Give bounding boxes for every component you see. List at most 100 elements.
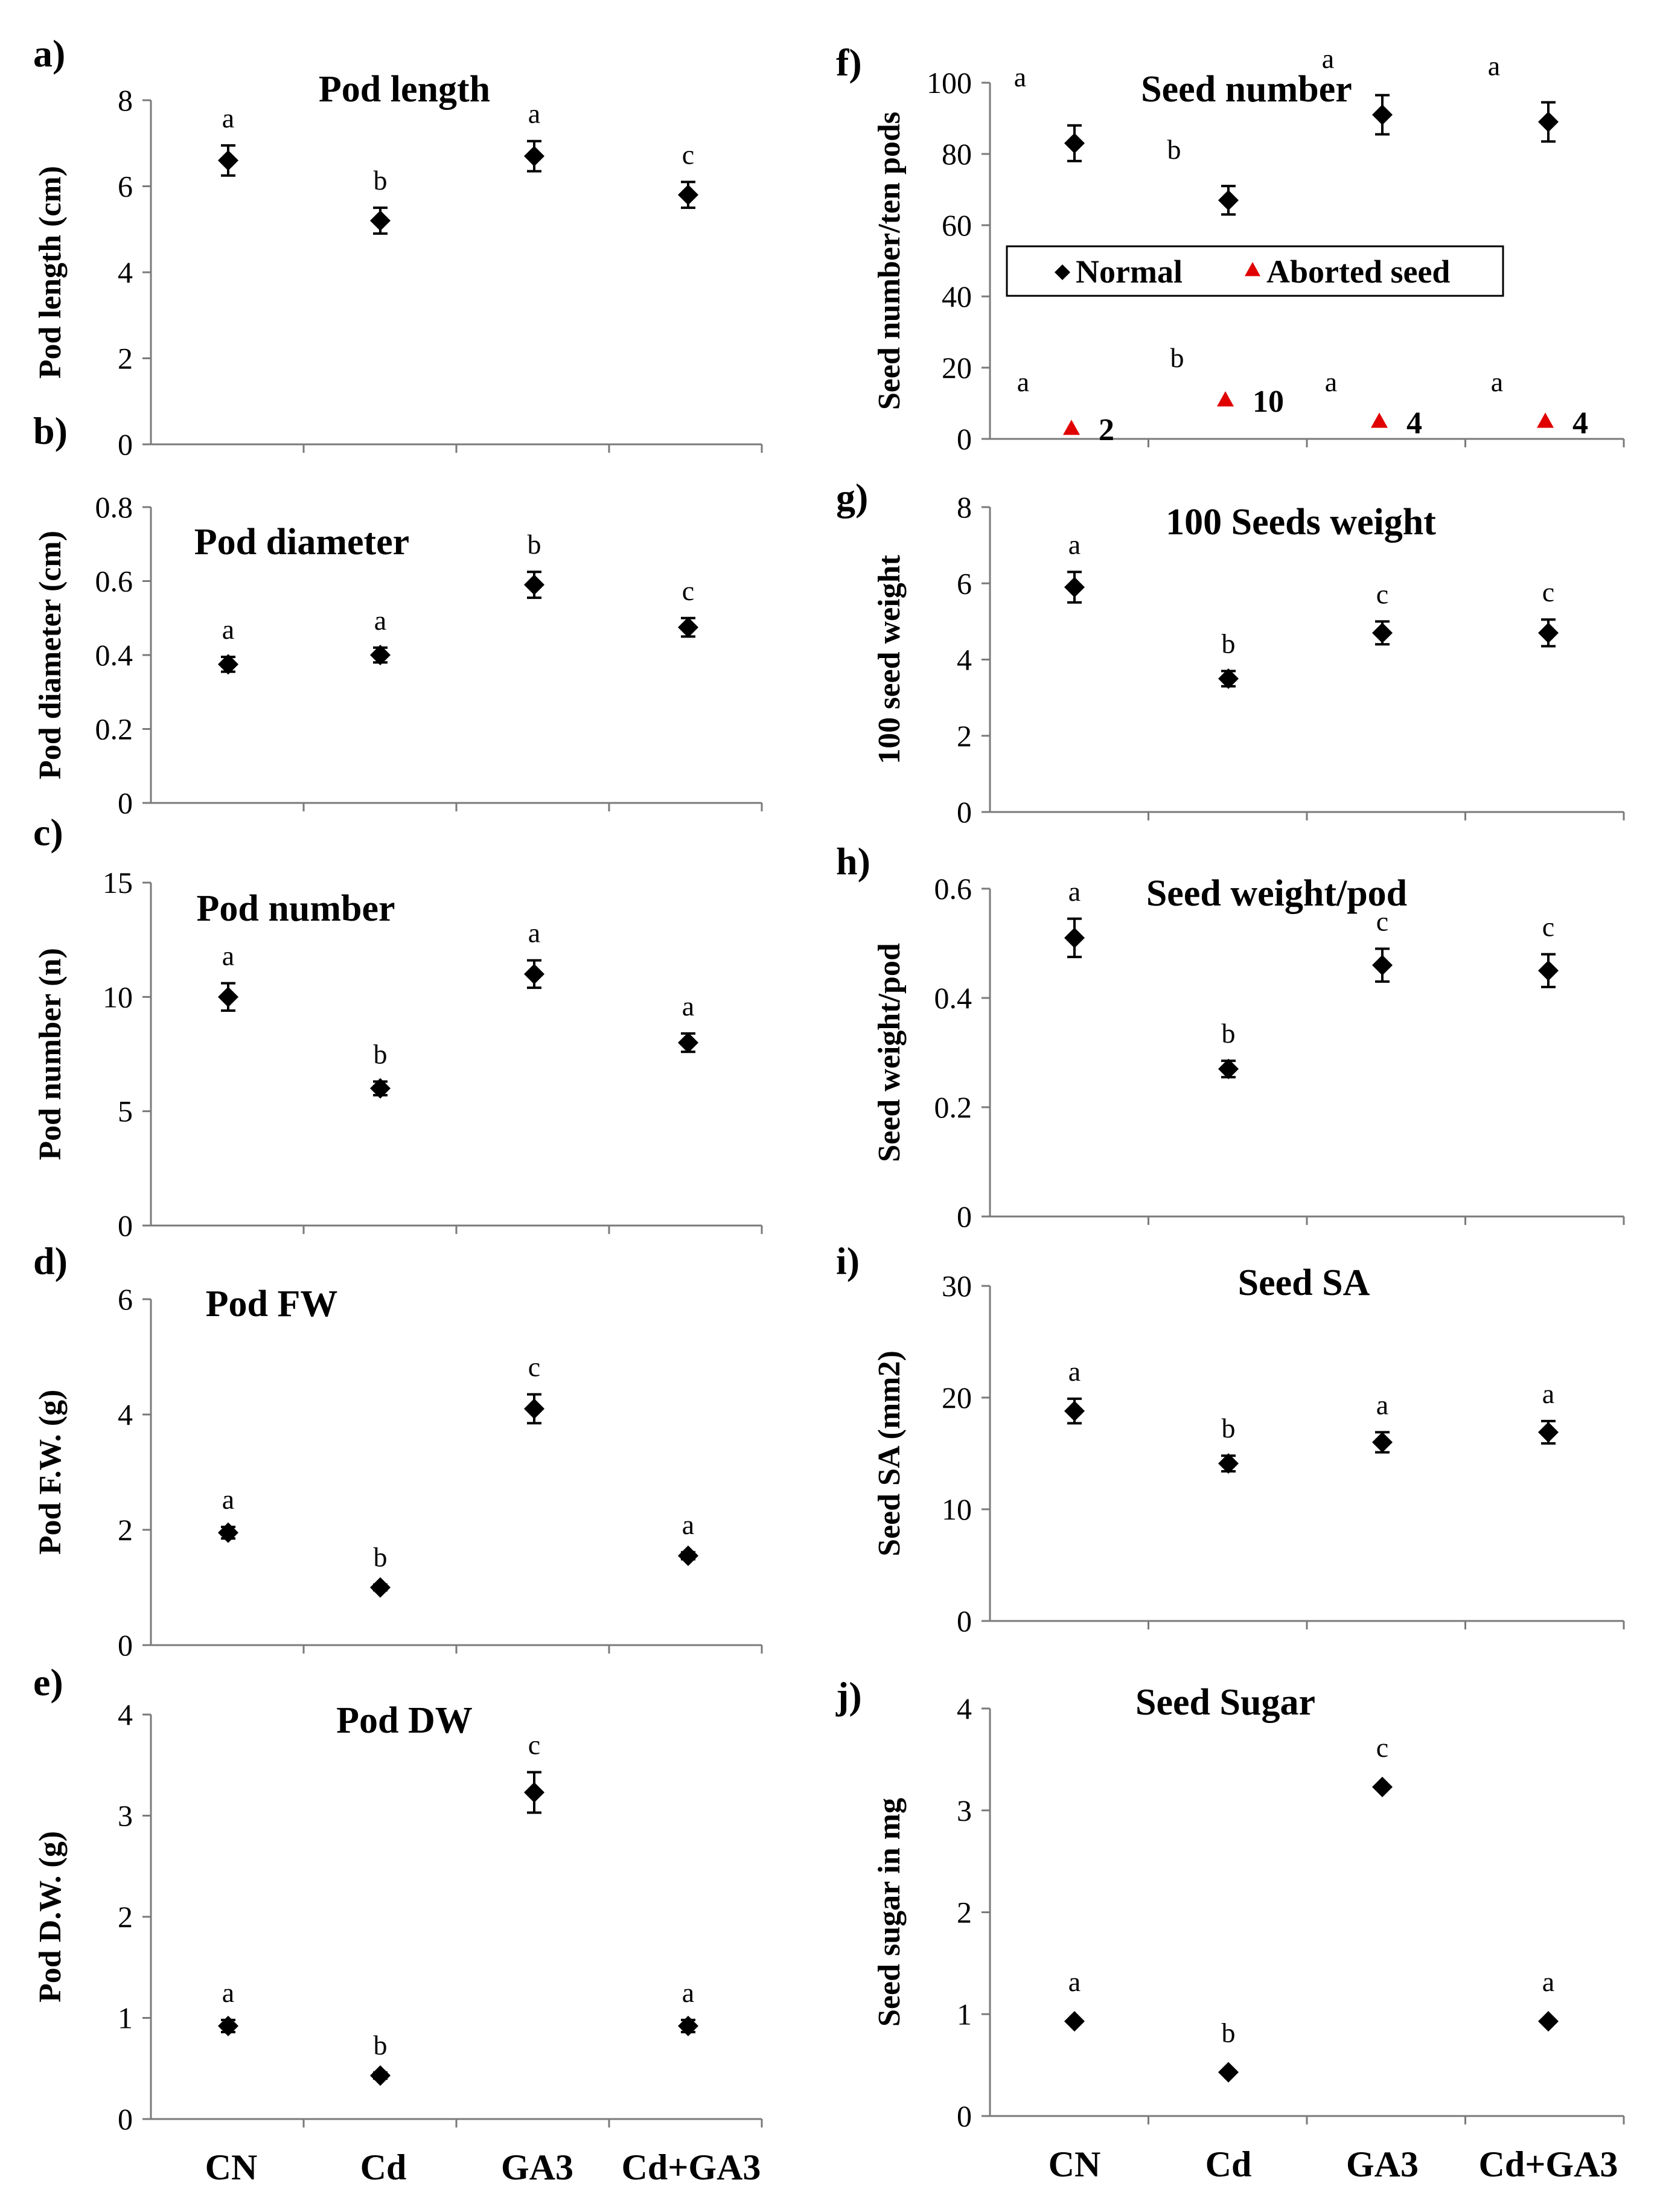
data-point: c [524,1352,544,1425]
significance-letter: a [1068,1966,1081,1997]
y-tick-label: 0 [118,786,133,820]
aborted-marker [1537,412,1554,428]
significance-letter: a [1322,43,1334,74]
x-category-label: Cd [1205,2144,1252,2184]
x-category-label: GA3 [1346,2144,1419,2184]
aborted-point: 10 b [1170,342,1285,419]
y-tick-label: 4 [118,1398,133,1431]
significance-letter: a [222,103,234,133]
data-point: a [1372,1389,1393,1454]
point-marker [218,150,238,171]
y-tick-label: 80 [942,137,972,171]
significance-letter: c [1542,577,1554,607]
legend-normal-marker [1055,264,1070,280]
significance-letter: a [1017,366,1029,397]
data-point: c [1372,578,1393,646]
legend-aborted-marker [1245,262,1260,276]
significance-letter: b [1222,2017,1236,2048]
aborted-marker [1217,391,1234,407]
data-point: c [1372,1732,1393,1797]
panel-label: b) [33,409,68,452]
significance-letter: a [1376,1389,1388,1420]
data-point: a [370,605,391,665]
y-tick-label: 0 [957,1604,972,1638]
point-marker [370,645,391,665]
y-tick-label: 8 [118,83,133,117]
data-point: c [678,575,698,638]
y-tick-label: 4 [957,643,972,677]
point-marker [1218,2062,1239,2083]
y-tick-label: 0.6 [95,564,133,598]
y-tick-label: 30 [942,1269,972,1303]
y-tick-label: 0 [118,2102,133,2136]
data-point: b [1218,628,1239,689]
y-tick-label: 6 [118,170,133,203]
y-tick-label: 0.4 [934,981,972,1015]
data-point: b [1218,2017,1239,2083]
aborted-marker [1063,420,1080,435]
significance-letter: b [374,2030,388,2060]
y-tick-label: 0 [957,2099,972,2133]
aborted-value-label: 10 [1253,385,1284,419]
panel-label: a) [33,32,65,75]
point-marker [678,184,698,205]
y-tick-label: 1 [957,1997,972,2031]
aborted-value-label: 4 [1406,406,1422,440]
point-marker [1064,1401,1085,1422]
significance-letter: a [1542,1378,1554,1409]
significance-letter: c [1376,578,1388,609]
significance-letter: a [222,1977,234,2008]
point-marker [524,1782,544,1803]
panel-label: f) [836,41,862,84]
panel-label: i) [836,1239,860,1282]
y-tick-label: 15 [103,866,133,900]
y-tick-label: 0 [118,427,133,461]
data-point: a [678,1509,698,1566]
aborted-value-label: 4 [1572,406,1588,440]
significance-letter: a [1068,876,1081,907]
data-point: c [524,1729,544,1814]
x-category-label: GA3 [501,2147,573,2187]
significance-letter: b [1170,342,1184,373]
point-marker [1372,954,1393,976]
significance-letter: a [1068,1356,1081,1387]
y-tick-label: 4 [118,255,133,289]
y-tick-label: 0 [957,795,972,829]
y-axis-label: Pod number (n) [33,948,68,1160]
aborted-point: 2a [1017,366,1114,447]
y-tick-label: 0 [118,1628,133,1662]
point-marker [1372,1776,1393,1797]
significance-letter: a [222,1484,234,1515]
significance-letter: b [1222,628,1236,659]
data-point: c [1538,912,1559,988]
y-tick-label: 0.2 [934,1090,972,1124]
y-axis-label: Seed sugar in mg [872,1798,907,2027]
y-tick-label: 2 [118,1513,133,1547]
significance-letter: c [682,139,694,170]
y-axis-label: Seed SA (mm2) [872,1351,907,1556]
x-category-label: CN [205,2147,258,2187]
y-tick-label: 0 [118,1209,133,1242]
point-marker [218,2015,238,2036]
y-tick-label: 20 [942,1381,972,1414]
data-point: a [218,614,238,675]
data-point: c [1538,577,1559,648]
data-point: a [524,918,544,989]
significance-letter: b [1222,1018,1236,1049]
significance-letter: a [528,98,540,129]
y-tick-label: 0.8 [95,490,133,524]
y-tick-label: 10 [103,980,133,1014]
legend: Normal Aborted seed [1006,245,1504,297]
data-point: a [1322,43,1393,136]
data-point: a [524,98,544,173]
significance-letter: c [1376,1732,1388,1763]
legend-normal-label: Normal [1076,254,1183,290]
chart-title: Seed number [1141,69,1352,110]
significance-letter: a [682,1509,694,1540]
y-tick-label: 20 [942,351,972,385]
data-point: a [1014,62,1085,162]
significance-letter: c [528,1352,540,1382]
chart-title: Pod DW [336,1700,473,1741]
y-tick-label: 3 [957,1794,972,1827]
